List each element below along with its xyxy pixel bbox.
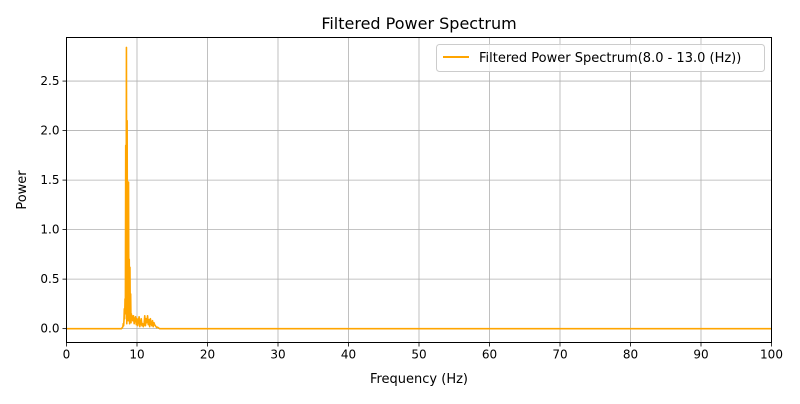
series-layer: [66, 46, 772, 330]
x-tick-label: 90: [693, 348, 708, 362]
y-axis-label: Power: [15, 170, 30, 210]
x-tick-label: 30: [270, 348, 285, 362]
y-tick-label: 2.5: [40, 74, 59, 88]
y-tick-label: 1.5: [40, 173, 59, 187]
x-tick-label: 100: [760, 348, 783, 362]
x-tick-label: 10: [129, 348, 144, 362]
y-tick-label: 0.0: [40, 322, 59, 336]
x-tick-label: 40: [341, 348, 356, 362]
y-tick-label: 0.5: [40, 272, 59, 286]
x-axis-label: Frequency (Hz): [370, 372, 468, 387]
legend-box: [436, 44, 765, 72]
chart-title: Filtered Power Spectrum: [321, 14, 516, 33]
series-line: [66, 46, 772, 330]
x-tick-label: 20: [200, 348, 215, 362]
y-tick-label: 2.0: [40, 124, 59, 138]
x-tick-label: 50: [411, 348, 426, 362]
y-tick-label: 1.0: [40, 223, 59, 237]
x-tick-label: 60: [482, 348, 497, 362]
x-tick-label: 70: [552, 348, 567, 362]
legend: Filtered Power Spectrum(8.0 - 13.0 (Hz)): [436, 44, 765, 72]
x-tick-label: 0: [63, 348, 71, 362]
tick-layer: 0 10 20 30 40 50 60 70 80 90 100 0.0 0.5 1.0 1.5 2.0 2.5: [40, 74, 783, 361]
legend-label: Filtered Power Spectrum(8.0 - 13.0 (Hz)): [479, 51, 741, 66]
x-tick-label: 80: [623, 348, 638, 362]
